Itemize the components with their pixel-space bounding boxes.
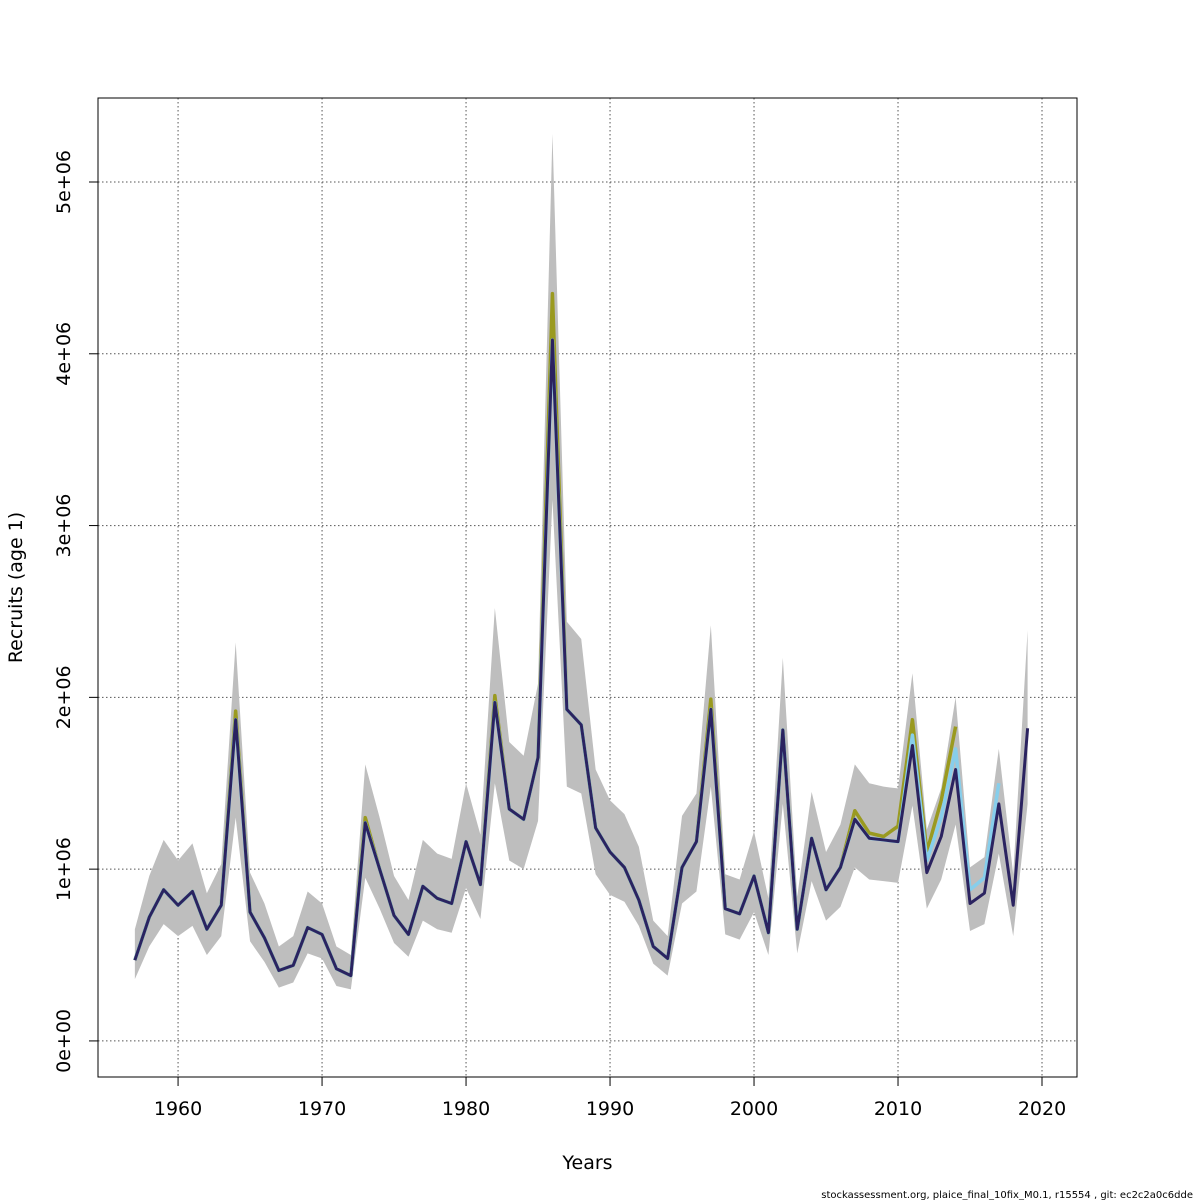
confidence-band (134, 133, 1028, 990)
footer: stockassessment.org, plaice_final_10fix_… (821, 1190, 1193, 1200)
x-axis-label: Years (561, 1152, 612, 1174)
x-tick-label: 1970 (298, 1098, 346, 1120)
x-tick-label: 2000 (730, 1098, 778, 1120)
y-tick-label: 4e+06 (53, 322, 75, 386)
y-tick-label: 1e+06 (53, 837, 75, 901)
y-tick-label: 2e+06 (53, 665, 75, 729)
x-tick-label: 1980 (442, 1098, 490, 1120)
x-tick-label: 1990 (586, 1098, 634, 1120)
x-tick-label: 2020 (1018, 1098, 1066, 1120)
y-tick-label: 3e+06 (53, 494, 75, 558)
plot-frame (97, 97, 1078, 1078)
y-tick-label: 5e+06 (53, 150, 75, 214)
x-tick-label: 2010 (874, 1098, 922, 1120)
x-tick-label: 1960 (154, 1098, 202, 1120)
y-axis-label: Recruits (age 1) (5, 512, 27, 663)
y-tick-label: 0e+00 (53, 1009, 75, 1073)
series-line (133, 338, 1030, 978)
